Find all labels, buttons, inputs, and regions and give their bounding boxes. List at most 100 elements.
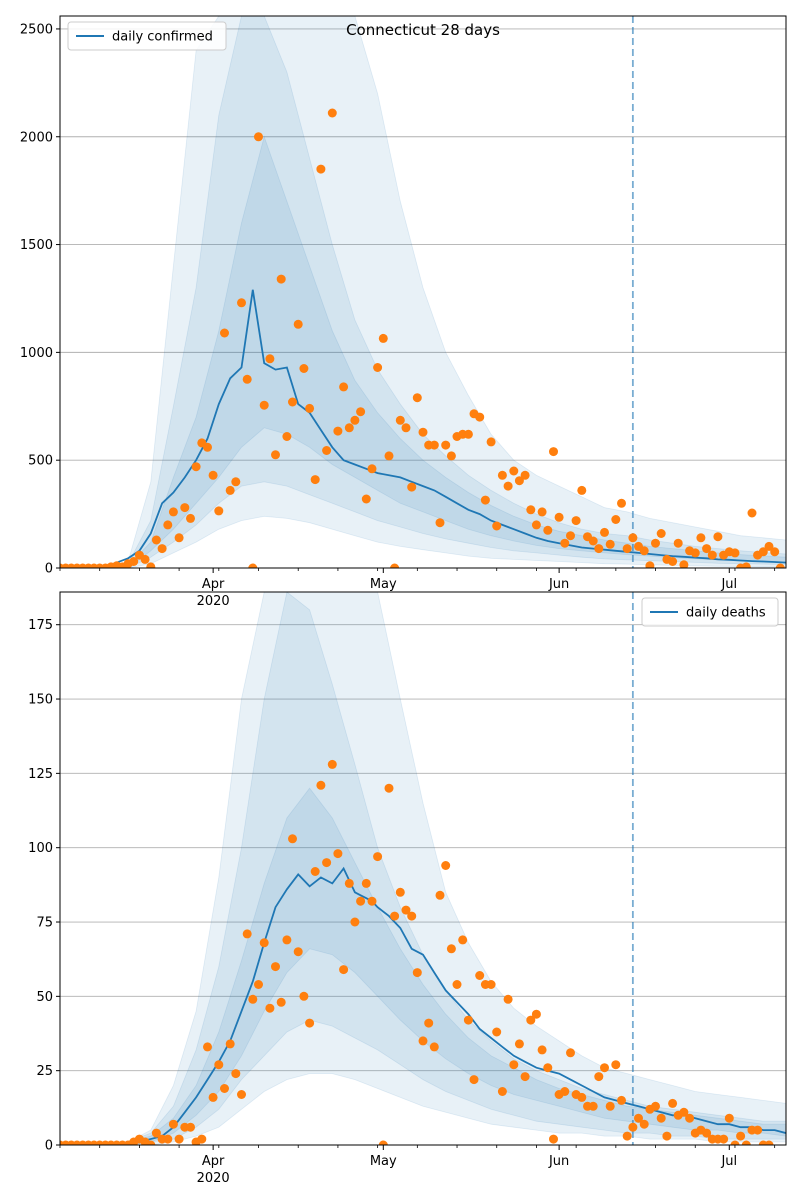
data-point: [611, 1060, 621, 1070]
data-point: [628, 533, 638, 543]
data-point: [373, 363, 383, 372]
y-tick-label: 0: [45, 562, 53, 577]
data-point: [463, 1015, 473, 1025]
data-point: [617, 498, 626, 508]
data-point: [741, 1140, 751, 1145]
data-point: [696, 533, 706, 543]
data-point: [679, 560, 689, 568]
data-point: [441, 440, 451, 450]
data-point: [702, 544, 712, 554]
data-point: [237, 298, 246, 308]
data-point: [316, 780, 326, 790]
data-point: [367, 464, 377, 474]
data-point: [231, 477, 241, 487]
y-tick-label: 100: [28, 841, 53, 856]
data-point: [747, 508, 757, 518]
data-point: [254, 980, 263, 989]
data-point: [168, 507, 178, 517]
data-point: [288, 397, 297, 407]
data-point: [537, 507, 547, 517]
confidence-band-0: [60, 16, 786, 568]
series-line: [60, 289, 786, 568]
data-point: [412, 393, 422, 403]
data-point: [271, 962, 280, 972]
data-point: [566, 531, 575, 541]
data-point: [531, 1009, 541, 1019]
data-point: [429, 1042, 439, 1052]
y-tick-label: 0: [45, 1139, 53, 1154]
data-point: [310, 475, 320, 485]
x-tick-label: Jun: [548, 1154, 569, 1169]
data-point: [220, 328, 229, 338]
legend-label: daily confirmed: [112, 30, 213, 45]
y-tick-label: 1500: [20, 238, 53, 253]
confidence-band-0: [60, 592, 786, 1145]
data-point: [520, 470, 530, 480]
confirmed-panel: 0 500 1000 1500 2000 2500 Apr 2020 May Jun Jul Conn…: [20, 15, 787, 609]
data-point: [327, 759, 337, 769]
data-point: [639, 1119, 649, 1129]
x-tick-label: Jul: [720, 1154, 737, 1169]
confidence-band-1: [60, 16, 786, 568]
y-tick-label: 150: [28, 693, 53, 708]
data-point: [180, 503, 190, 513]
data-point: [424, 1018, 434, 1028]
data-point: [225, 485, 235, 495]
data-point: [509, 1060, 519, 1070]
data-point: [220, 1084, 229, 1093]
y-tick-label: 2500: [20, 22, 53, 37]
data-point: [214, 1060, 224, 1070]
data-point: [293, 947, 303, 957]
data-point: [367, 896, 377, 906]
data-point: [146, 562, 156, 568]
data-point: [157, 544, 167, 554]
data-point: [588, 536, 598, 546]
data-point: [724, 1113, 734, 1123]
data-point: [605, 539, 615, 549]
data-point: [214, 506, 224, 516]
data-point: [316, 164, 326, 174]
data-point: [588, 1101, 598, 1111]
data-point: [441, 861, 451, 870]
data-point: [322, 858, 332, 868]
data-point: [492, 1027, 502, 1037]
data-point: [503, 994, 513, 1004]
data-point: [435, 890, 445, 900]
data-point: [418, 427, 428, 437]
data-point: [571, 516, 581, 526]
data-point: [344, 878, 354, 888]
data-point: [429, 440, 439, 450]
data-point: [509, 466, 519, 476]
data-point: [475, 971, 485, 980]
legend: daily deaths: [641, 597, 779, 627]
data-point: [163, 1134, 173, 1144]
data-point: [350, 917, 360, 927]
data-point: [668, 557, 678, 566]
data-point: [775, 563, 785, 568]
data-point: [254, 132, 263, 142]
legend-box: [641, 597, 779, 627]
deaths-panel: 0 25 50 75 100 125 150 175 Apr 2020 May Jun Jul daily…: [28, 591, 787, 1186]
data-point: [282, 432, 292, 441]
confidence-band-2: [60, 135, 786, 568]
data-point: [492, 521, 502, 531]
data-point: [713, 532, 723, 542]
data-point: [514, 1039, 524, 1049]
data-point: [259, 400, 269, 410]
data-point: [458, 935, 468, 945]
data-point: [208, 470, 218, 480]
data-point: [163, 520, 173, 530]
data-point: [378, 333, 388, 343]
x-tick-year-label: 2020: [197, 1171, 230, 1186]
data-point: [719, 1134, 729, 1144]
plot-area: [60, 16, 786, 568]
data-point: [322, 446, 332, 455]
legend-box: [67, 21, 227, 51]
data-point: [554, 512, 564, 522]
data-point: [248, 563, 258, 568]
data-point: [628, 1122, 638, 1132]
data-point: [344, 423, 354, 433]
data-point: [418, 1036, 428, 1046]
data-point: [639, 546, 649, 556]
